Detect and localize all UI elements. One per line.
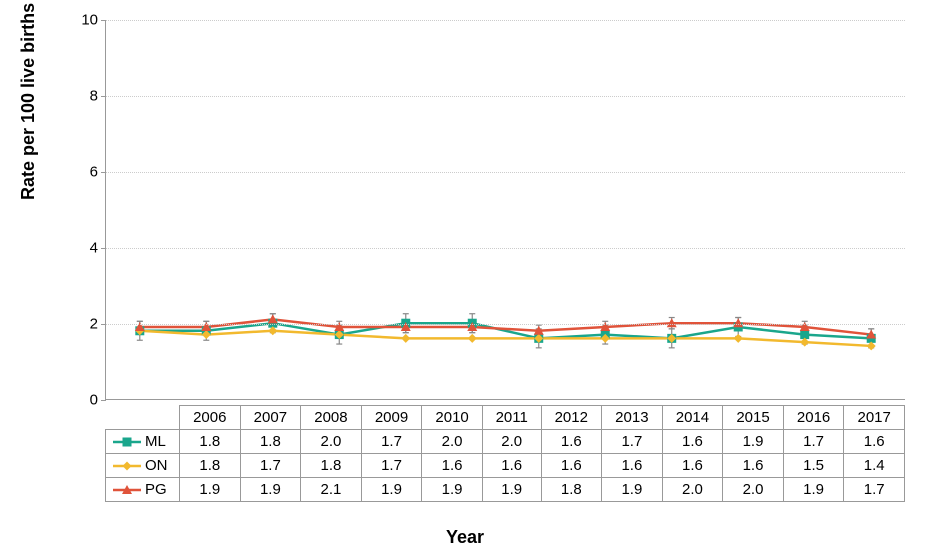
data-table: 2006200720082009201020112012201320142015… — [105, 405, 905, 502]
table-cell: 1.9 — [240, 478, 301, 502]
table-cell: 1.8 — [240, 430, 301, 454]
table-cell: 1.7 — [783, 430, 844, 454]
table-header-cell: 2013 — [602, 406, 663, 430]
table-cell: 1.6 — [844, 430, 905, 454]
gridline — [106, 324, 905, 325]
table-header-cell: 2007 — [240, 406, 301, 430]
table-cell: 1.8 — [180, 430, 241, 454]
legend-cell-on: ON — [106, 454, 180, 478]
table-header-cell: 2016 — [783, 406, 844, 430]
table-cell: 1.6 — [422, 454, 483, 478]
table-cell: 1.9 — [723, 430, 784, 454]
series-marker-on — [734, 334, 743, 343]
table-cell: 1.9 — [361, 478, 422, 502]
legend-label: PG — [145, 481, 167, 498]
y-tick-mark — [101, 248, 106, 249]
table-cell: 1.9 — [180, 478, 241, 502]
table-cell: 2.0 — [662, 478, 723, 502]
legend-label: ML — [145, 433, 166, 450]
y-tick-label: 4 — [90, 240, 98, 257]
y-axis-label: Rate per 100 live births — [18, 3, 39, 200]
y-tick-label: 2 — [90, 316, 98, 333]
plot-area: 0246810 — [105, 20, 905, 400]
gridline — [106, 172, 905, 173]
table-cell: 1.7 — [240, 454, 301, 478]
table-cell: 1.8 — [541, 478, 602, 502]
table-header-cell: 2011 — [482, 406, 541, 430]
y-tick-label: 6 — [90, 164, 98, 181]
table-cell: 1.6 — [662, 430, 723, 454]
legend-cell-ml: ML — [106, 430, 180, 454]
table-cell: 2.0 — [301, 430, 362, 454]
table-cell: 1.7 — [844, 478, 905, 502]
series-line-on — [140, 331, 871, 346]
table-cell: 1.6 — [541, 430, 602, 454]
table-row: ON1.81.71.81.71.61.61.61.61.61.61.51.4 — [106, 454, 905, 478]
legend-marker-pg — [112, 482, 142, 498]
table-cell: 1.6 — [723, 454, 784, 478]
y-tick-label: 10 — [81, 12, 98, 29]
y-tick-mark — [101, 172, 106, 173]
table-cell: 1.5 — [783, 454, 844, 478]
table-cell: 1.9 — [602, 478, 663, 502]
gridline — [106, 96, 905, 97]
series-marker-on — [468, 334, 477, 343]
table-cell: 1.6 — [482, 454, 541, 478]
table-header-cell: 2014 — [662, 406, 723, 430]
table-header-cell: 2010 — [422, 406, 483, 430]
x-axis-label: Year — [0, 527, 930, 548]
plot-svg — [106, 20, 905, 399]
table-header-cell: 2009 — [361, 406, 422, 430]
table-cell: 1.8 — [301, 454, 362, 478]
table-header-row: 2006200720082009201020112012201320142015… — [106, 406, 905, 430]
y-tick-mark — [101, 96, 106, 97]
series-marker-on — [401, 334, 410, 343]
y-tick-mark — [101, 20, 106, 21]
table-header-cell: 2017 — [844, 406, 905, 430]
table-cell: 2.0 — [723, 478, 784, 502]
y-tick-label: 0 — [90, 392, 98, 409]
gridline — [106, 248, 905, 249]
table-cell: 1.7 — [361, 454, 422, 478]
table-header-cell: 2012 — [541, 406, 602, 430]
table-cell: 1.9 — [482, 478, 541, 502]
table-cell: 2.1 — [301, 478, 362, 502]
table-cell: 1.6 — [602, 454, 663, 478]
y-tick-mark — [101, 324, 106, 325]
gridline — [106, 20, 905, 21]
legend-label: ON — [145, 457, 168, 474]
legend-marker-ml — [112, 434, 142, 450]
table-cell: 1.7 — [361, 430, 422, 454]
table-cell: 1.8 — [180, 454, 241, 478]
y-tick-label: 8 — [90, 88, 98, 105]
table-cell: 2.0 — [482, 430, 541, 454]
legend-cell-pg: PG — [106, 478, 180, 502]
table-cell: 1.9 — [783, 478, 844, 502]
table-header-cell: 2008 — [301, 406, 362, 430]
table-corner-cell — [106, 406, 180, 430]
table-cell: 1.4 — [844, 454, 905, 478]
table-cell: 2.0 — [422, 430, 483, 454]
chart-container: Rate per 100 live births 0246810 2006200… — [0, 0, 930, 556]
table-header-cell: 2015 — [723, 406, 784, 430]
legend-marker-on — [112, 458, 142, 474]
table-cell: 1.6 — [662, 454, 723, 478]
table-cell: 1.7 — [602, 430, 663, 454]
table-cell: 1.9 — [422, 478, 483, 502]
table-cell: 1.6 — [541, 454, 602, 478]
y-tick-mark — [101, 400, 106, 401]
table-row: ML1.81.82.01.72.02.01.61.71.61.91.71.6 — [106, 430, 905, 454]
table-header-cell: 2006 — [180, 406, 241, 430]
table-row: PG1.91.92.11.91.91.91.81.92.02.01.91.7 — [106, 478, 905, 502]
